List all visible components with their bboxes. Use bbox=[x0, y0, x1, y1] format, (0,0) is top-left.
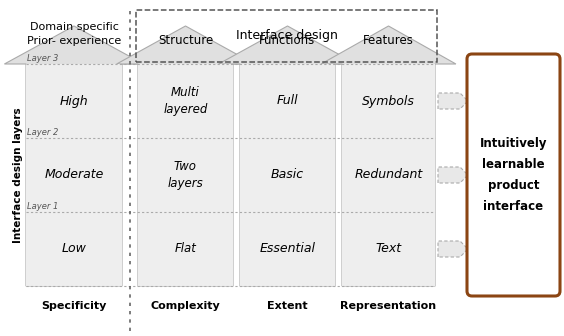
Bar bbox=[26, 138, 122, 212]
Text: Representation: Representation bbox=[341, 301, 437, 311]
Text: Basic: Basic bbox=[271, 168, 304, 181]
Bar bbox=[138, 138, 233, 212]
Bar bbox=[342, 212, 435, 286]
Bar bbox=[138, 212, 233, 286]
Text: Symbols: Symbols bbox=[362, 94, 415, 108]
Text: Text: Text bbox=[376, 243, 402, 255]
Bar bbox=[240, 138, 335, 212]
Polygon shape bbox=[321, 26, 456, 286]
Bar bbox=[138, 64, 233, 138]
Text: Essential: Essential bbox=[259, 243, 315, 255]
Text: Full: Full bbox=[277, 94, 298, 108]
Text: Structure: Structure bbox=[158, 35, 213, 47]
Bar bbox=[26, 64, 122, 138]
Text: Multi
layered: Multi layered bbox=[164, 86, 208, 116]
Text: Layer 3: Layer 3 bbox=[27, 54, 59, 63]
Text: Layer 2: Layer 2 bbox=[27, 128, 59, 137]
Text: Intuitively
learnable
product
interface: Intuitively learnable product interface bbox=[480, 137, 547, 213]
Bar bbox=[240, 212, 335, 286]
Bar bbox=[26, 212, 122, 286]
Text: Moderate: Moderate bbox=[45, 168, 104, 181]
FancyBboxPatch shape bbox=[467, 54, 560, 296]
Text: Two
layers: Two layers bbox=[168, 161, 204, 190]
Text: Complexity: Complexity bbox=[151, 301, 221, 311]
Text: Functions: Functions bbox=[259, 35, 316, 47]
Text: Domain specific
Prior- experience: Domain specific Prior- experience bbox=[27, 23, 121, 46]
Text: Extent: Extent bbox=[267, 301, 308, 311]
Text: Layer 1: Layer 1 bbox=[27, 202, 59, 211]
Bar bbox=[342, 138, 435, 212]
Polygon shape bbox=[438, 241, 468, 257]
Bar bbox=[342, 64, 435, 138]
Text: Interface design layers: Interface design layers bbox=[13, 107, 23, 243]
Text: Features: Features bbox=[363, 35, 414, 47]
Text: Flat: Flat bbox=[175, 243, 196, 255]
Text: Interface design: Interface design bbox=[236, 30, 338, 42]
Polygon shape bbox=[5, 26, 144, 286]
Polygon shape bbox=[438, 167, 468, 183]
Text: High: High bbox=[60, 94, 89, 108]
Bar bbox=[240, 64, 335, 138]
Text: Specificity: Specificity bbox=[41, 301, 107, 311]
Polygon shape bbox=[117, 26, 254, 286]
Text: Redundant: Redundant bbox=[354, 168, 422, 181]
Polygon shape bbox=[219, 26, 356, 286]
Polygon shape bbox=[438, 93, 468, 109]
Text: Low: Low bbox=[61, 243, 86, 255]
